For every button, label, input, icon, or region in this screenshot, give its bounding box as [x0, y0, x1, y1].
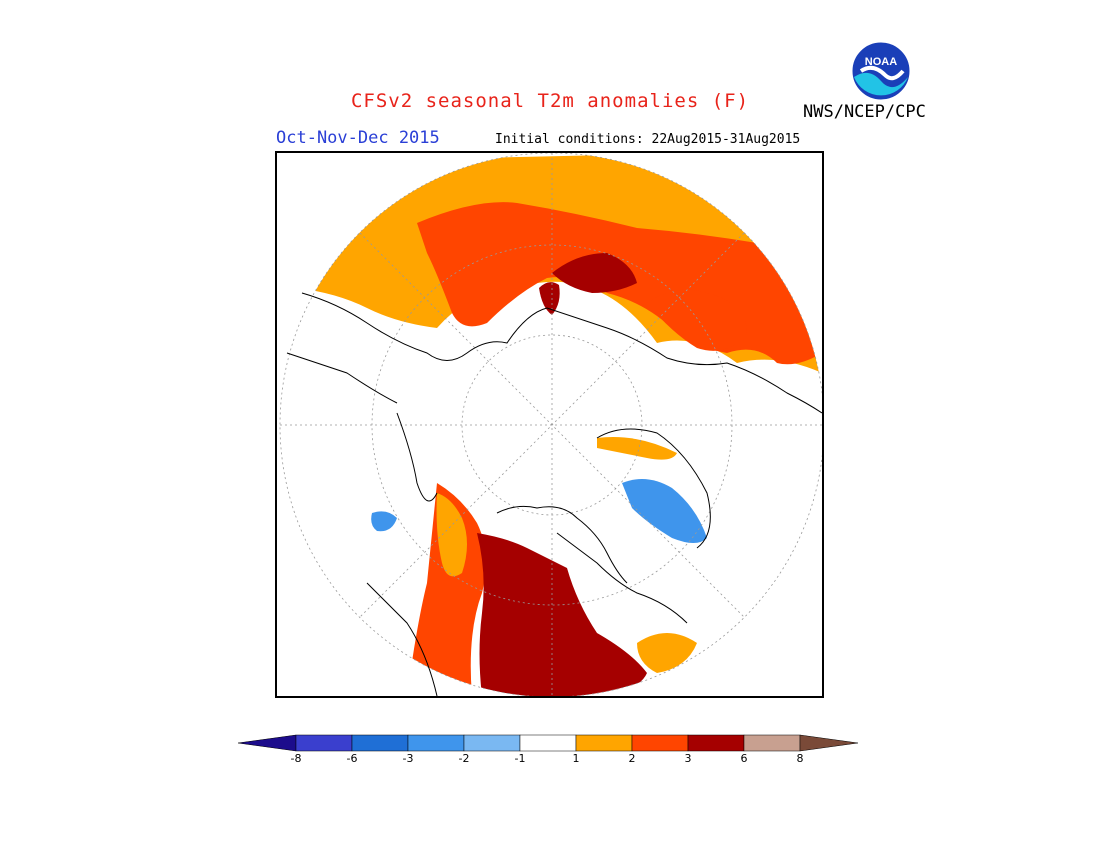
- legend-tick-label: 6: [740, 752, 748, 765]
- east-siberia-hot-2: [539, 282, 560, 315]
- legend-bin: [631, 734, 689, 752]
- legend-bin: [351, 734, 409, 752]
- legend-bin: [295, 734, 353, 752]
- legend-bin: [575, 734, 633, 752]
- legend-bin: [519, 734, 577, 752]
- legend-bin-lowest: [237, 734, 297, 752]
- legend-tick-label: -6: [346, 752, 358, 765]
- legend-tick-label: 8: [796, 752, 804, 765]
- legend-bin: [743, 734, 801, 752]
- legend-bin: [407, 734, 465, 752]
- legend-bin: [687, 734, 745, 752]
- season-label: Oct-Nov-Dec 2015: [276, 128, 440, 148]
- legend-tick-label: 2: [628, 752, 636, 765]
- east-canada-warm: [637, 633, 697, 673]
- legend-tick-label: -8: [290, 752, 302, 765]
- legend-tick-label: 3: [684, 752, 692, 765]
- north-america-hot: [477, 533, 647, 696]
- legend-tick-label: -3: [402, 752, 414, 765]
- legend-bin: [463, 734, 521, 752]
- greenland-warm-edge: [597, 437, 677, 460]
- legend-bin-highest: [799, 734, 859, 752]
- coastlines: [286, 292, 822, 696]
- legend-tick-label: -1: [514, 752, 526, 765]
- greenland-cool: [622, 479, 707, 543]
- logo-text: NOAA: [865, 56, 897, 68]
- initial-conditions-label: Initial conditions: 22Aug2015-31Aug2015: [495, 132, 801, 147]
- chart-title: CFSv2 seasonal T2m anomalies (F): [350, 90, 750, 112]
- polar-map: [275, 151, 824, 698]
- hudson-bay-cool: [371, 511, 397, 532]
- graticule: [279, 153, 822, 696]
- color-legend: [237, 733, 863, 753]
- legend-tick-label: 1: [572, 752, 580, 765]
- color-legend-labels: -8 -6 -3 -2 -1 1 2 3 6 8: [0, 752, 1100, 768]
- noaa-logo: NOAA: [851, 41, 911, 101]
- east-siberia-hot: [552, 253, 637, 293]
- legend-tick-label: -2: [458, 752, 470, 765]
- agency-label: NWS/NCEP/CPC: [803, 102, 926, 122]
- alaska-warm: [436, 493, 467, 577]
